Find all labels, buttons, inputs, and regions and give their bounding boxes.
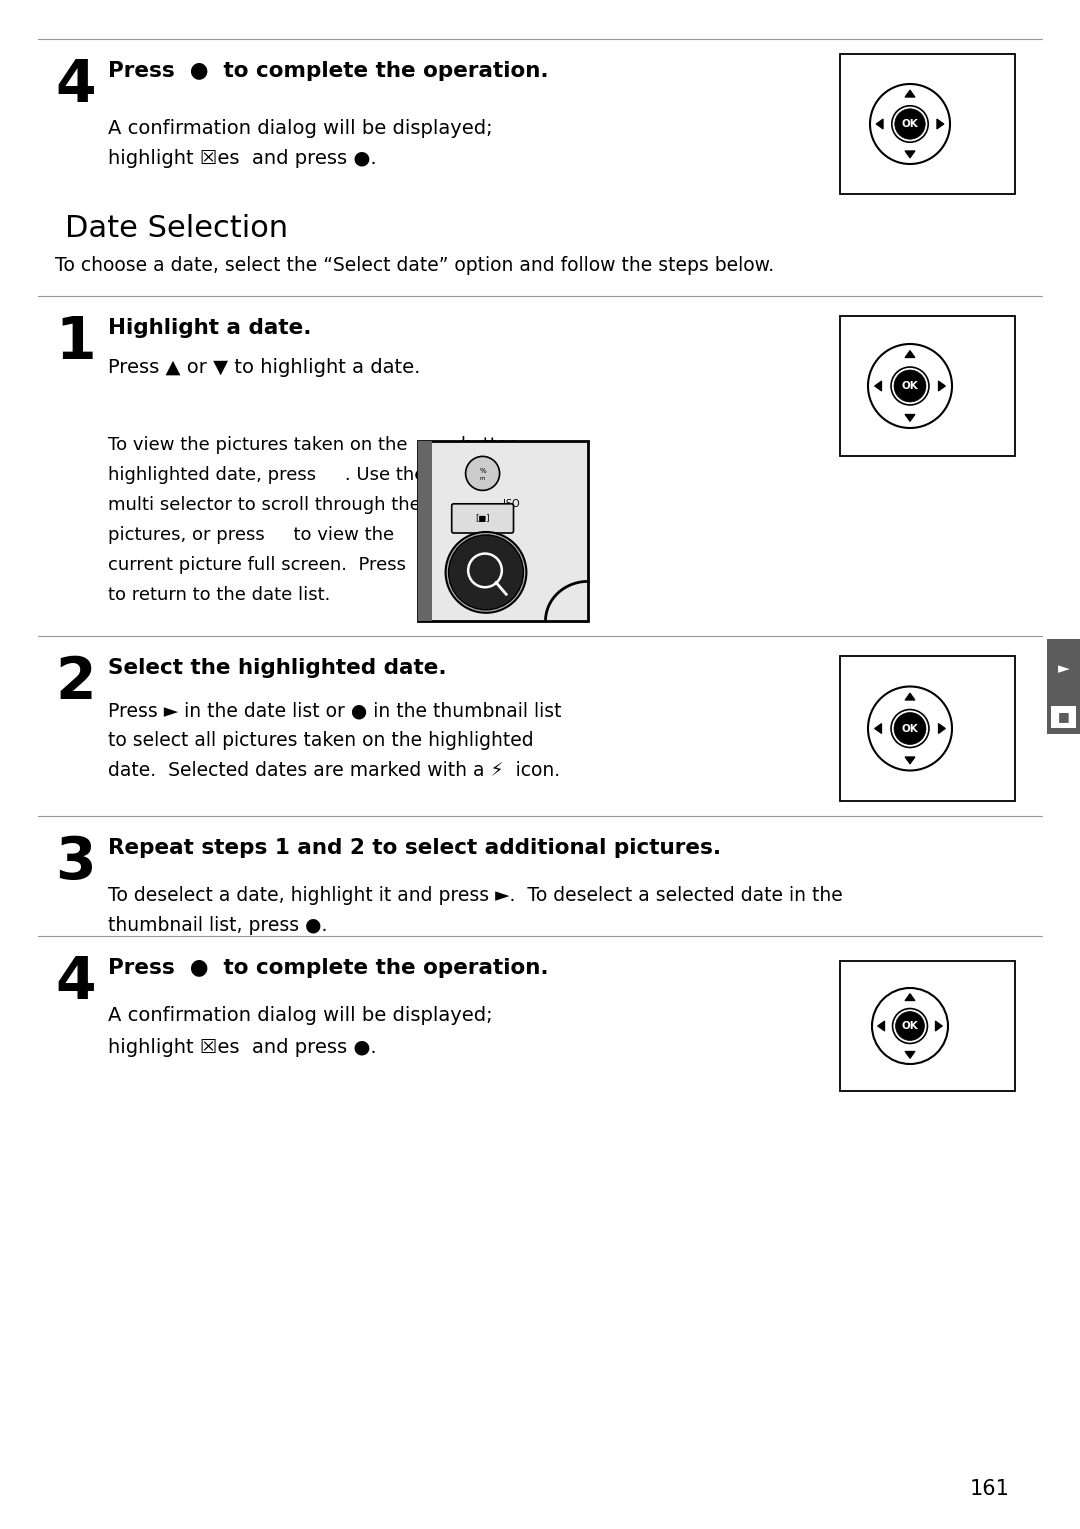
Text: Press ▲ or ▼ to highlight a date.: Press ▲ or ▼ to highlight a date. bbox=[108, 358, 420, 378]
Text: 4: 4 bbox=[55, 57, 96, 115]
Polygon shape bbox=[905, 994, 915, 1000]
Text: pictures, or press     to view the: pictures, or press to view the bbox=[108, 526, 394, 544]
Text: to select all pictures taken on the highlighted: to select all pictures taken on the high… bbox=[108, 731, 534, 751]
Polygon shape bbox=[939, 381, 945, 391]
Circle shape bbox=[446, 532, 526, 613]
FancyBboxPatch shape bbox=[840, 317, 1015, 456]
Text: To deselect a date, highlight it and press ►.  To deselect a selected date in th: To deselect a date, highlight it and pre… bbox=[108, 885, 842, 905]
Ellipse shape bbox=[870, 84, 950, 164]
Text: 3: 3 bbox=[55, 833, 96, 891]
Circle shape bbox=[892, 106, 928, 142]
Text: highlighted date, press     . Use the: highlighted date, press . Use the bbox=[108, 466, 426, 485]
Text: multi selector to scroll through the: multi selector to scroll through the bbox=[108, 495, 421, 514]
FancyBboxPatch shape bbox=[451, 503, 513, 534]
Circle shape bbox=[894, 713, 926, 745]
Ellipse shape bbox=[872, 988, 948, 1064]
Polygon shape bbox=[935, 1021, 943, 1031]
Text: 4: 4 bbox=[55, 954, 96, 1011]
Polygon shape bbox=[905, 90, 915, 98]
Circle shape bbox=[448, 535, 524, 610]
Text: m: m bbox=[480, 476, 485, 482]
Text: Press  ●  to complete the operation.: Press ● to complete the operation. bbox=[108, 61, 549, 81]
Text: Date Selection: Date Selection bbox=[65, 214, 288, 243]
Circle shape bbox=[891, 367, 929, 405]
Polygon shape bbox=[876, 119, 883, 128]
FancyBboxPatch shape bbox=[418, 440, 588, 621]
Polygon shape bbox=[905, 350, 915, 358]
Text: thumbnail list, press ●.: thumbnail list, press ●. bbox=[108, 916, 327, 936]
Text: to return to the date list.: to return to the date list. bbox=[108, 586, 330, 604]
Text: current picture full screen.  Press: current picture full screen. Press bbox=[108, 557, 406, 573]
Text: To view the pictures taken on the: To view the pictures taken on the bbox=[108, 436, 407, 454]
Circle shape bbox=[892, 1009, 928, 1043]
Polygon shape bbox=[905, 1052, 915, 1058]
Polygon shape bbox=[905, 757, 915, 764]
Text: Press ► in the date list or ● in the thumbnail list: Press ► in the date list or ● in the thu… bbox=[108, 700, 562, 720]
Text: A confirmation dialog will be displayed;: A confirmation dialog will be displayed; bbox=[108, 119, 492, 138]
FancyBboxPatch shape bbox=[840, 54, 1015, 194]
Text: Highlight a date.: Highlight a date. bbox=[108, 318, 311, 338]
Ellipse shape bbox=[868, 344, 951, 428]
Circle shape bbox=[465, 456, 500, 491]
Polygon shape bbox=[905, 693, 915, 700]
Circle shape bbox=[895, 1012, 924, 1040]
Text: A confirmation dialog will be displayed;: A confirmation dialog will be displayed; bbox=[108, 1006, 492, 1024]
FancyBboxPatch shape bbox=[418, 440, 432, 621]
Text: [■]: [■] bbox=[475, 514, 490, 523]
Polygon shape bbox=[937, 119, 944, 128]
Polygon shape bbox=[905, 151, 915, 157]
Polygon shape bbox=[875, 381, 881, 391]
Circle shape bbox=[894, 370, 926, 402]
Text: highlight ☒es  and press ●.: highlight ☒es and press ●. bbox=[108, 1038, 377, 1057]
Text: 161: 161 bbox=[970, 1479, 1010, 1498]
Text: button: button bbox=[460, 436, 519, 454]
FancyBboxPatch shape bbox=[840, 962, 1015, 1092]
Text: %: % bbox=[480, 468, 486, 474]
Text: QUAL: QUAL bbox=[471, 535, 495, 544]
Polygon shape bbox=[875, 723, 881, 734]
FancyBboxPatch shape bbox=[1051, 705, 1076, 728]
Ellipse shape bbox=[868, 687, 951, 771]
Polygon shape bbox=[939, 723, 945, 734]
Text: Press  ●  to complete the operation.: Press ● to complete the operation. bbox=[108, 959, 549, 979]
Circle shape bbox=[891, 709, 929, 748]
FancyBboxPatch shape bbox=[1047, 639, 1080, 734]
Text: ■: ■ bbox=[1057, 709, 1069, 723]
Text: Repeat steps 1 and 2 to select additional pictures.: Repeat steps 1 and 2 to select additiona… bbox=[108, 838, 721, 858]
Text: OK: OK bbox=[902, 381, 918, 391]
Text: Select the highlighted date.: Select the highlighted date. bbox=[108, 657, 447, 677]
Text: ISO: ISO bbox=[503, 498, 519, 509]
Circle shape bbox=[895, 109, 926, 139]
FancyBboxPatch shape bbox=[840, 656, 1015, 801]
Text: OK: OK bbox=[902, 119, 918, 128]
Text: 2: 2 bbox=[55, 654, 96, 711]
Text: ►: ► bbox=[1057, 662, 1069, 676]
Text: 1: 1 bbox=[55, 313, 96, 372]
Polygon shape bbox=[878, 1021, 885, 1031]
Text: OK: OK bbox=[902, 723, 918, 734]
Text: OK: OK bbox=[902, 1021, 918, 1031]
Polygon shape bbox=[905, 414, 915, 422]
Text: highlight ☒es  and press ●.: highlight ☒es and press ●. bbox=[108, 148, 377, 168]
Text: date.  Selected dates are marked with a ⚡  icon.: date. Selected dates are marked with a ⚡… bbox=[108, 761, 561, 780]
Text: To choose a date, select the “Select date” option and follow the steps below.: To choose a date, select the “Select dat… bbox=[55, 255, 774, 275]
